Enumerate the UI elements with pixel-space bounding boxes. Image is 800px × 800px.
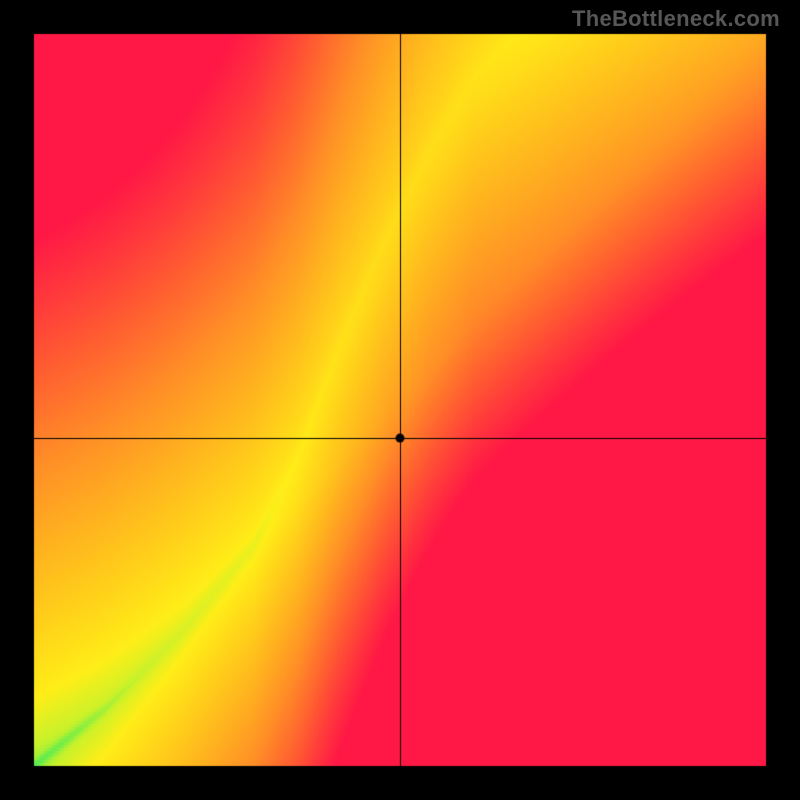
chart-container: TheBottleneck.com	[0, 0, 800, 800]
bottleneck-heatmap-canvas	[0, 0, 800, 800]
watermark-text: TheBottleneck.com	[572, 6, 780, 32]
